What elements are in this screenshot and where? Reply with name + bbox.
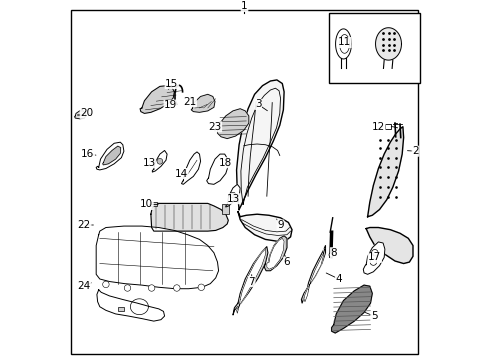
Text: 23: 23 [208,122,221,132]
Text: 19: 19 [164,100,177,110]
Text: 24: 24 [78,281,91,291]
Polygon shape [181,152,200,184]
Polygon shape [96,226,218,289]
Text: 12: 12 [371,122,384,132]
Polygon shape [366,228,412,264]
Polygon shape [75,111,86,119]
Polygon shape [97,290,164,321]
Bar [384,124,390,129]
Text: 17: 17 [367,252,381,262]
Polygon shape [232,247,267,315]
Polygon shape [191,94,215,112]
Text: 6: 6 [283,257,290,267]
Circle shape [369,259,376,265]
Polygon shape [375,28,401,60]
Circle shape [230,192,235,198]
Bar [150,202,156,206]
Polygon shape [152,150,167,172]
Text: 4: 4 [335,274,342,284]
Polygon shape [102,146,121,165]
Polygon shape [236,80,284,210]
Polygon shape [238,212,291,241]
Polygon shape [367,127,403,217]
Text: 13: 13 [142,158,155,168]
Bar [328,13,419,83]
Polygon shape [225,184,240,207]
Polygon shape [331,285,371,333]
Text: 9: 9 [277,220,283,230]
Polygon shape [236,249,265,313]
Polygon shape [206,154,228,184]
Circle shape [102,281,109,288]
Circle shape [328,253,333,257]
Polygon shape [217,109,248,139]
Circle shape [148,285,155,291]
Text: 16: 16 [81,149,94,159]
Circle shape [173,285,180,291]
Text: 1: 1 [241,1,247,12]
Polygon shape [264,236,286,271]
Polygon shape [266,238,284,269]
Polygon shape [301,246,325,303]
Bar [118,307,124,311]
Polygon shape [335,29,351,59]
Polygon shape [363,242,384,274]
Circle shape [157,158,163,164]
Text: 14: 14 [175,168,188,179]
Circle shape [124,285,130,291]
Polygon shape [151,203,228,231]
Text: 15: 15 [165,78,178,89]
Text: 11: 11 [337,37,350,48]
Text: 8: 8 [330,248,336,258]
Polygon shape [96,142,123,170]
Bar [222,204,228,214]
Text: 3: 3 [254,99,261,109]
Text: 5: 5 [370,311,377,321]
Text: 21: 21 [183,96,196,107]
Text: 18: 18 [219,158,232,168]
Text: 2: 2 [411,146,418,156]
Text: 20: 20 [80,108,93,118]
Polygon shape [303,248,324,302]
Text: 7: 7 [248,276,254,287]
Circle shape [198,284,204,291]
Circle shape [371,249,377,256]
Polygon shape [140,86,174,113]
Text: 22: 22 [78,220,91,230]
Text: 10: 10 [140,199,153,210]
Text: 13: 13 [226,194,239,204]
